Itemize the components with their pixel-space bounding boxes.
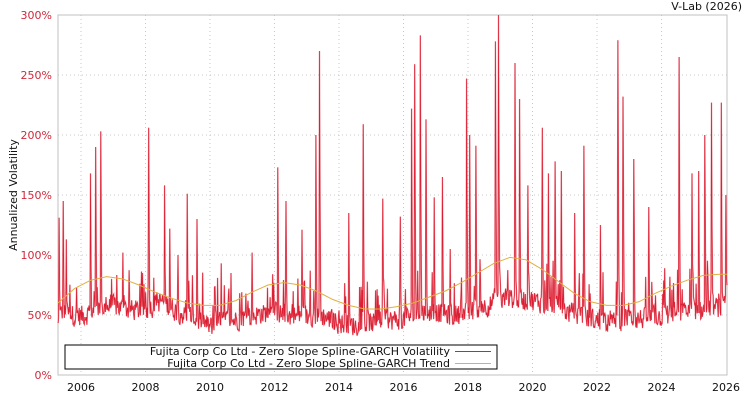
x-tick-label: 2008	[132, 381, 160, 394]
y-tick-label: 150%	[21, 189, 52, 202]
x-axis-ticks: 2006 2008 2010 2012 2014 2016 2018 2020 2022 2024…	[67, 381, 740, 394]
credit-label: V-Lab (2026)	[671, 0, 742, 13]
y-tick-label: 0%	[35, 369, 52, 382]
grid-lines	[58, 15, 727, 375]
y-tick-label: 200%	[21, 129, 52, 142]
legend-box	[64, 344, 498, 370]
legend-label-trend: Fujita Corp Co Ltd - Zero Slope Spline-G…	[167, 357, 450, 370]
y-tick-label: 100%	[21, 249, 52, 262]
y-tick-label: 50%	[28, 309, 52, 322]
y-axis-ticks: 0% 50% 100% 150% 200% 250% 300%	[21, 9, 52, 382]
x-tick-label: 2006	[67, 381, 95, 394]
y-tick-label: 250%	[21, 69, 52, 82]
x-tick-label: 2010	[196, 381, 224, 394]
x-tick-label: 2024	[648, 381, 676, 394]
x-tick-label: 2014	[325, 381, 353, 394]
legend: Fujita Corp Co Ltd - Zero Slope Spline-G…	[64, 344, 498, 370]
x-tick-label: 2018	[454, 381, 482, 394]
x-tick-label: 2016	[390, 381, 418, 394]
volatility-line	[57, 14, 728, 336]
trend-series	[57, 256, 727, 310]
x-tick-label: 2012	[261, 381, 289, 394]
x-tick-label: 2020	[519, 381, 547, 394]
y-axis-label: Annualized Volatility	[7, 139, 20, 251]
legend-label-volatility: Fujita Corp Co Ltd - Zero Slope Spline-G…	[150, 345, 451, 358]
x-tick-label: 2026	[712, 381, 740, 394]
volatility-line-shadow	[57, 14, 728, 336]
x-tick-label: 2022	[583, 381, 611, 394]
volatility-series	[57, 14, 728, 336]
plot-area-border	[57, 14, 728, 376]
y-tick-label: 300%	[21, 9, 52, 22]
